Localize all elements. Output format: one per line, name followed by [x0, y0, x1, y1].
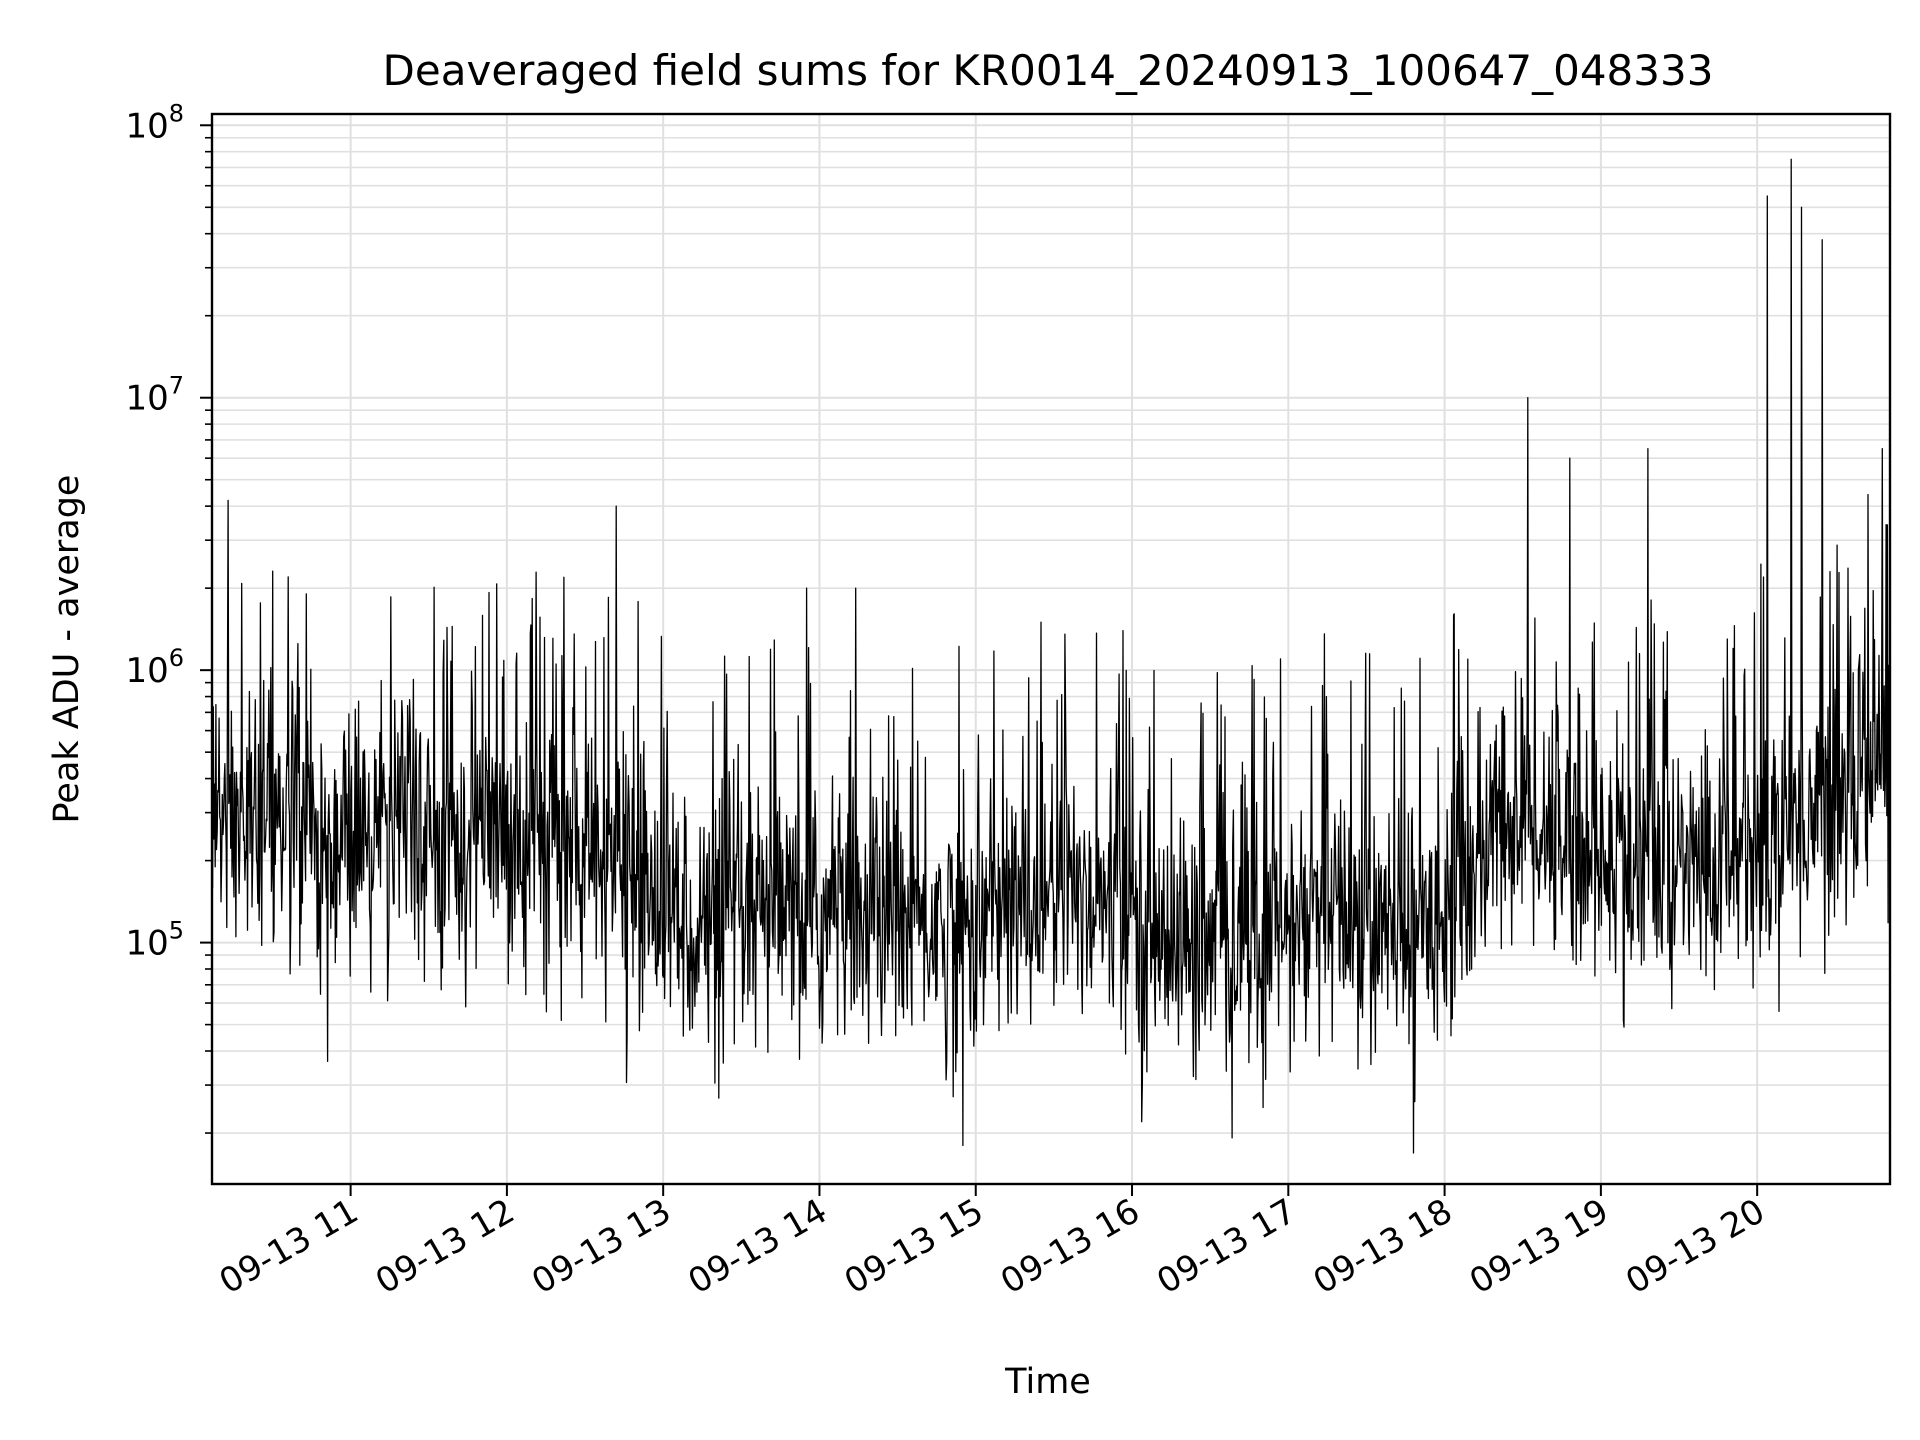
- y-tick-label-exp: 8: [169, 99, 184, 127]
- data-series: [211, 158, 1891, 1154]
- y-tick-label-base: 10: [125, 924, 168, 964]
- series-line: [211, 158, 1891, 1154]
- y-tick-label-exp: 6: [169, 644, 184, 672]
- plot-area: [212, 114, 1890, 1184]
- chart-title: Deaveraged field sums for KR0014_2024091…: [383, 46, 1714, 95]
- plot-frame: [210, 112, 1892, 1186]
- y-tick-label: 106: [125, 644, 184, 691]
- y-tick-label-base: 10: [125, 106, 168, 146]
- y-axis-label: Peak ADU - average: [47, 475, 87, 824]
- y-tick-label: 105: [125, 917, 184, 964]
- x-axis-label: Time: [1004, 1362, 1091, 1402]
- y-tick-label: 108: [125, 99, 184, 146]
- y-tick-label-base: 10: [125, 379, 168, 419]
- y-tick-label-exp: 5: [169, 917, 184, 945]
- y-tick-label-exp: 7: [169, 372, 184, 400]
- y-tick-label-base: 10: [125, 651, 168, 691]
- y-tick-label: 107: [125, 372, 184, 419]
